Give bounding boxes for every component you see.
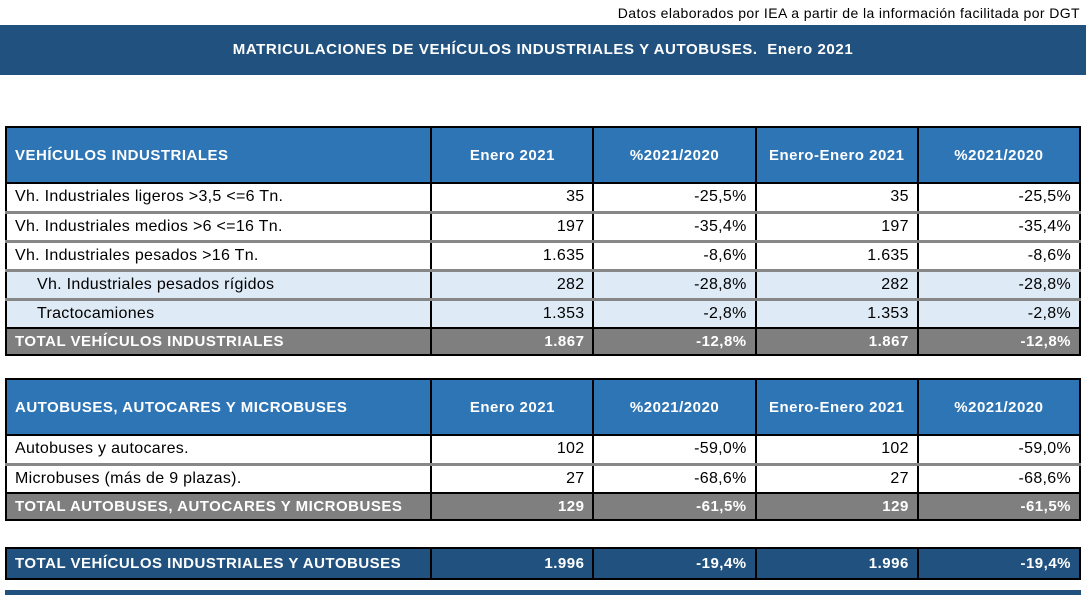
grand-total-row: TOTAL VEHÍCULOS INDUSTRIALES Y AUTOBUSES… bbox=[4, 547, 1082, 580]
row-label-cell: Tractocamiones bbox=[4, 297, 433, 329]
table-row: Vh. Industriales ligeros >3,5 <=6 Tn. 35-… bbox=[4, 182, 1082, 213]
table-row: Tractocamiones 1.353 -2,8% 1.353 -2,8% bbox=[4, 297, 1082, 329]
bottom-border-strip bbox=[5, 590, 1081, 595]
value-cell: 197 bbox=[754, 210, 919, 242]
source-caption: Datos elaborados por IEA a partir de la … bbox=[617, 5, 1080, 21]
column-header-pct: %2021/2020 bbox=[592, 126, 757, 184]
value-cell: -61,5% bbox=[916, 492, 1082, 521]
table-row: Vh. Industriales medios >6 <=16 Tn. 197 -3… bbox=[4, 210, 1082, 242]
row-label-cell: Autobuses y autocares. bbox=[4, 434, 433, 465]
value-cell: -2,8% bbox=[592, 297, 757, 329]
row-label-cell: Vh. Industriales ligeros >3,5 <=6 Tn. bbox=[4, 182, 433, 213]
column-header-pct-acum: %2021/2020 bbox=[916, 378, 1082, 436]
table-row: Vh. Industriales pesados rígidos 282 -28,8… bbox=[4, 268, 1082, 300]
autobuses-body: Autobuses y autocares. 102 -59,0% 102 -59,0%… bbox=[4, 434, 1082, 521]
value-cell: -59,0% bbox=[592, 434, 757, 465]
table-row: Vh. Industriales pesados >16 Tn. 1.635 -8,… bbox=[4, 239, 1082, 271]
value-cell: 282 bbox=[430, 268, 595, 300]
report-title: MATRICULACIONES DE VEHÍCULOS INDUSTRIALE… bbox=[0, 25, 1086, 75]
value-cell: 1.635 bbox=[430, 239, 595, 271]
column-header-enero-enero: Enero-Enero 2021 bbox=[754, 378, 919, 436]
value-cell: 102 bbox=[430, 434, 595, 465]
value-cell: 1.867 bbox=[754, 327, 919, 356]
tables-area: VEHÍCULOS INDUSTRIALES Enero 2021 %2021/… bbox=[4, 126, 1082, 580]
table-title-cell: VEHÍCULOS INDUSTRIALES bbox=[4, 126, 433, 184]
value-cell: -2,8% bbox=[916, 297, 1082, 329]
column-header-enero: Enero 2021 bbox=[430, 126, 595, 184]
value-cell: -25,5% bbox=[916, 182, 1082, 213]
value-cell: -28,8% bbox=[592, 268, 757, 300]
value-cell: -59,0% bbox=[916, 434, 1082, 465]
value-cell: 1.353 bbox=[430, 297, 595, 329]
column-header-enero-enero: Enero-Enero 2021 bbox=[754, 126, 919, 184]
row-label-cell: Vh. Industriales pesados >16 Tn. bbox=[4, 239, 433, 271]
grand-total-value-cell: 1.996 bbox=[754, 547, 919, 580]
column-header-pct: %2021/2020 bbox=[592, 378, 757, 436]
autobuses-table: AUTOBUSES, AUTOCARES Y MICROBUSES Enero … bbox=[4, 378, 1082, 521]
grand-total-label-cell: TOTAL VEHÍCULOS INDUSTRIALES Y AUTOBUSES bbox=[4, 547, 433, 580]
value-cell: -61,5% bbox=[592, 492, 757, 521]
row-label-cell: Vh. Industriales medios >6 <=16 Tn. bbox=[4, 210, 433, 242]
value-cell: 102 bbox=[754, 434, 919, 465]
value-cell: 129 bbox=[430, 492, 595, 521]
row-label-cell: Vh. Industriales pesados rígidos bbox=[4, 268, 433, 300]
value-cell: 197 bbox=[430, 210, 595, 242]
value-cell: 27 bbox=[430, 462, 595, 494]
value-cell: 1.635 bbox=[754, 239, 919, 271]
value-cell: -68,6% bbox=[592, 462, 757, 494]
vehiculos-industriales-header: VEHÍCULOS INDUSTRIALES Enero 2021 %2021/… bbox=[4, 126, 1082, 184]
value-cell: -12,8% bbox=[592, 327, 757, 356]
header-row: VEHÍCULOS INDUSTRIALES Enero 2021 %2021/… bbox=[4, 126, 1082, 184]
header-row: AUTOBUSES, AUTOCARES Y MICROBUSES Enero … bbox=[4, 378, 1082, 436]
value-cell: 35 bbox=[430, 182, 595, 213]
value-cell: -12,8% bbox=[916, 327, 1082, 356]
value-cell: -8,6% bbox=[592, 239, 757, 271]
table-row: Microbuses (más de 9 plazas). 27 -68,6% 27-… bbox=[4, 462, 1082, 494]
value-cell: 282 bbox=[754, 268, 919, 300]
value-cell: -35,4% bbox=[592, 210, 757, 242]
column-header-enero: Enero 2021 bbox=[430, 378, 595, 436]
vehiculos-industriales-body: Vh. Industriales ligeros >3,5 <=6 Tn. 35-… bbox=[4, 182, 1082, 356]
value-cell: -68,6% bbox=[916, 462, 1082, 494]
grand-total-value-cell: 1.996 bbox=[430, 547, 595, 580]
value-cell: 27 bbox=[754, 462, 919, 494]
row-label-cell: TOTAL VEHÍCULOS INDUSTRIALES bbox=[4, 327, 433, 356]
table-row: Autobuses y autocares. 102 -59,0% 102 -59,0% bbox=[4, 434, 1082, 465]
value-cell: 129 bbox=[754, 492, 919, 521]
total-row: TOTAL AUTOBUSES, AUTOCARES Y MICROBUSES 1… bbox=[4, 492, 1082, 521]
value-cell: 1.867 bbox=[430, 327, 595, 356]
value-cell: -8,6% bbox=[916, 239, 1082, 271]
value-cell: 1.353 bbox=[754, 297, 919, 329]
value-cell: -25,5% bbox=[592, 182, 757, 213]
value-cell: -35,4% bbox=[916, 210, 1082, 242]
table-title-cell: AUTOBUSES, AUTOCARES Y MICROBUSES bbox=[4, 378, 433, 436]
row-label-cell: Microbuses (más de 9 plazas). bbox=[4, 462, 433, 494]
value-cell: 35 bbox=[754, 182, 919, 213]
grand-total-value-cell: -19,4% bbox=[916, 547, 1082, 580]
row-label-cell: TOTAL AUTOBUSES, AUTOCARES Y MICROBUSES bbox=[4, 492, 433, 521]
grand-total-table: TOTAL VEHÍCULOS INDUSTRIALES Y AUTOBUSES… bbox=[4, 547, 1082, 580]
value-cell: -28,8% bbox=[916, 268, 1082, 300]
column-header-pct-acum: %2021/2020 bbox=[916, 126, 1082, 184]
total-row: TOTAL VEHÍCULOS INDUSTRIALES 1.867 -12,8% 1… bbox=[4, 327, 1082, 356]
vehiculos-industriales-table: VEHÍCULOS INDUSTRIALES Enero 2021 %2021/… bbox=[4, 126, 1082, 356]
grand-total-value-cell: -19,4% bbox=[592, 547, 757, 580]
autobuses-header: AUTOBUSES, AUTOCARES Y MICROBUSES Enero … bbox=[4, 378, 1082, 436]
